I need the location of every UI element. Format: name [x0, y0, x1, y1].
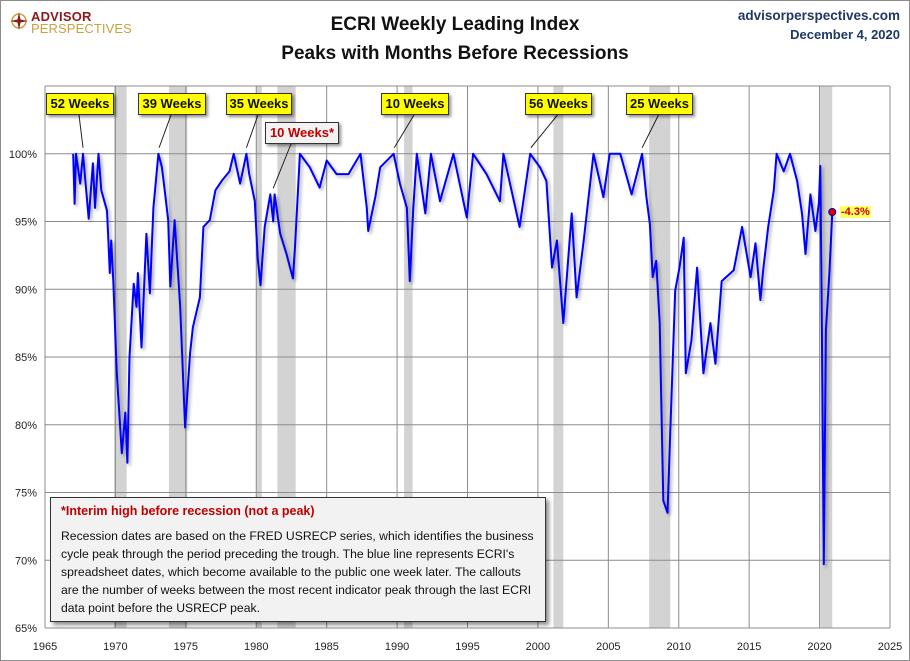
y-tick-label: 95%: [15, 217, 37, 229]
y-tick-label: 100%: [9, 149, 37, 161]
callout-weeks-before-recession: 35 Weeks: [226, 93, 292, 115]
x-tick-label: 1965: [33, 641, 57, 653]
callout-leader-line: [641, 114, 659, 148]
x-tick-label: 1985: [314, 641, 338, 653]
callout-weeks-before-recession: 52 Weeks: [46, 93, 114, 115]
advisor-perspectives-logo: ADVISOR PERSPECTIVES: [10, 8, 140, 36]
site-url: advisorperspectives.com: [737, 8, 900, 23]
x-tick-label: 1980: [244, 641, 268, 653]
x-tick-label: 2010: [667, 641, 691, 653]
callout-weeks-before-recession: 10 Weeks*: [265, 122, 339, 144]
chart-subtitle: Peaks with Months Before Recessions: [281, 43, 629, 64]
callout-leader-line: [78, 114, 84, 148]
note-heading: *Interim high before recession (not a pe…: [61, 504, 315, 518]
y-tick-label: 70%: [15, 555, 37, 567]
callout-leader-line: [272, 143, 292, 189]
chart-date: December 4, 2020: [790, 27, 900, 42]
callout-weeks-before-recession: 25 Weeks: [626, 93, 693, 115]
x-tick-label: 2020: [807, 641, 831, 653]
y-tick-label: 65%: [15, 623, 37, 635]
callout-weeks-before-recession: 39 Weeks: [138, 93, 206, 115]
y-tick-label: 90%: [15, 284, 37, 296]
y-tick-label: 75%: [15, 488, 37, 500]
compass-icon: [10, 12, 28, 30]
callout-leader-line: [393, 114, 415, 149]
x-tick-label: 1990: [385, 641, 409, 653]
callout-weeks-before-recession: 10 Weeks: [381, 93, 449, 115]
x-tick-label: 2025: [878, 641, 902, 653]
x-tick-label: 2015: [737, 641, 761, 653]
callout-weeks-before-recession: 56 Weeks: [525, 93, 592, 115]
logo-text-perspectives: PERSPECTIVES: [31, 21, 132, 36]
logo-text-advisor: ADVISOR: [31, 9, 92, 24]
notes-box: *Interim high before recession (not a pe…: [50, 497, 546, 622]
last-value-label: -4.3%: [840, 206, 871, 218]
note-body: Recession dates are based on the FRED US…: [61, 529, 534, 615]
x-tick-label: 1995: [455, 641, 479, 653]
ecri-wli-line: [72, 152, 834, 566]
x-tick-label: 1975: [174, 641, 198, 653]
last-point-marker: [828, 208, 837, 217]
x-tick-label: 2000: [526, 641, 550, 653]
x-tick-label: 2005: [596, 641, 620, 653]
y-tick-label: 85%: [15, 352, 37, 364]
y-tick-label: 80%: [15, 420, 37, 432]
callout-leader-line: [530, 114, 558, 149]
x-tick-label: 1970: [103, 641, 127, 653]
chart-title: ECRI Weekly Leading Index: [330, 14, 580, 35]
callout-leader-line: [158, 114, 172, 148]
callout-leader-line: [245, 114, 259, 148]
